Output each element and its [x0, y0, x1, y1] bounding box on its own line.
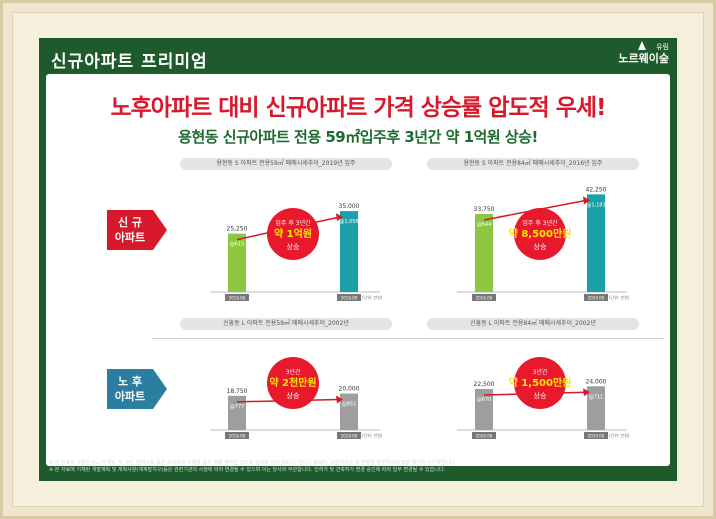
- bubble-line3: 상승: [287, 391, 300, 400]
- unit-label: (단위: 만원): [609, 294, 630, 300]
- headline: 노후아파트 대비 신규아파트 가격 상승률 압도적 우세!: [110, 95, 606, 121]
- highlight-bubble: [267, 357, 319, 409]
- tag-new-line2: 아파트: [114, 231, 146, 244]
- unit-label: (단위: 만원): [609, 432, 630, 438]
- date-label: 2016.06: [229, 434, 246, 439]
- tag-old-apartment: 노 후 아파트: [107, 369, 167, 409]
- arrow-head: [336, 395, 343, 404]
- chart-title: 용현동 S 아파트 전용59㎡ 매매시세추이_2019년 입주: [180, 158, 392, 170]
- date-chip: [472, 294, 496, 301]
- tag-new-apartment: 신 규 아파트: [107, 210, 167, 250]
- bar: [340, 211, 358, 292]
- chart-svg: 18,750 @777 2016.06 20,000 @851 2019.09 (단위: 만…: [210, 357, 383, 439]
- bar: [228, 233, 246, 292]
- tag-new-line1: 신 규: [117, 216, 143, 229]
- value-label: 33,750: [474, 206, 495, 213]
- bubble-line2: 약 2천만원: [269, 376, 316, 389]
- date-chip: [225, 294, 249, 301]
- tree-icon: [638, 41, 646, 50]
- value-label: 24,000: [586, 378, 607, 385]
- date-chip: [584, 432, 608, 439]
- chart-s-84: 용현동 S 아파트 전용84㎡ 매매시세추이_2016년 입주 33,750 @5…: [427, 158, 639, 306]
- bar: [475, 214, 493, 292]
- chart-l-84: 신흥동 L 아파트 전용84㎡ 매매시세추이_2002년 22,500 @670 2…: [427, 318, 639, 444]
- chart-l-59: 신흥동 L 아파트 전용59㎡ 매매시세추이_2002년 18,750 @777 2…: [180, 318, 392, 444]
- chart-title: 신흥동 L 아파트 전용59㎡ 매매시세추이_2002년: [180, 318, 392, 330]
- date-chip: [584, 294, 608, 301]
- arrow-head: [583, 388, 590, 397]
- bubble-line1: 3년간: [286, 368, 301, 376]
- value-label: 22,500: [474, 381, 495, 388]
- content-panel: 노후아파트 대비 신규아파트 가격 상승률 압도적 우세! 용현동 신규아파트 …: [46, 74, 670, 466]
- bar: [228, 395, 246, 430]
- date-chip: [337, 432, 361, 439]
- date-label: 2016.06: [476, 434, 493, 439]
- unit-label: (단위: 만원): [362, 294, 383, 300]
- chart-svg: 33,750 @544 2016.06 42,250 @1,181 2019.09 (단위:…: [457, 186, 630, 301]
- tag-old-line1: 노 후: [117, 375, 143, 388]
- unit-price-label: @615: [230, 242, 245, 248]
- unit-price-label: @670: [477, 397, 492, 403]
- unit-price-label: @1,181: [586, 202, 605, 208]
- arrow-head: [336, 213, 343, 222]
- subline: 용현동 신규아파트 전용 59㎡입주후 3년간 약 1억원 상승!: [178, 128, 538, 146]
- brand-logo: 유림 노르웨이숲: [605, 41, 669, 69]
- highlight-bubble: [514, 208, 566, 260]
- bubble-line2: 약 1억원: [274, 227, 312, 240]
- date-label: 2016.06: [476, 296, 493, 301]
- date-label: 2019.09: [588, 296, 605, 301]
- chart-title: 용현동 S 아파트 전용84㎡ 매매시세추이_2016년 입주: [427, 158, 639, 170]
- date-label: 2019.09: [588, 434, 605, 439]
- highlight-bubble: [514, 357, 566, 409]
- unit-price-label: @777: [230, 404, 245, 410]
- bubble-line1: 입주 후 3년간: [275, 219, 311, 227]
- unit-price-label: @544: [477, 222, 492, 228]
- value-label: 20,000: [339, 386, 360, 393]
- bar: [340, 393, 358, 430]
- bubble-line1: 입주 후 3년간: [522, 219, 558, 227]
- chart-svg: 22,500 @670 2016.06 24,000 @711 2019.09 (단위: 만…: [457, 357, 630, 439]
- chart-s-59: 용현동 S 아파트 전용59㎡ 매매시세추이_2019년 입주 25,250 @6…: [180, 158, 392, 306]
- bar: [475, 389, 493, 430]
- footnote-2: ※ 본 자료에 기재된 개발계획 및 계획사항(계계발지구)등은 관련기관의 사…: [49, 467, 446, 473]
- value-label: 42,250: [586, 186, 607, 193]
- arrow-head: [583, 196, 590, 205]
- date-chip: [225, 432, 249, 439]
- value-label: 35,000: [339, 203, 360, 210]
- brand-name: 노르웨이숲: [618, 52, 669, 65]
- highlight-bubble: [267, 208, 319, 260]
- bubble-line1: 3년간: [533, 368, 548, 376]
- bubble-line3: 상승: [287, 242, 300, 251]
- value-label: 25,250: [227, 226, 248, 233]
- chart-svg: 25,250 @615 2019.06 35,000 @1,056 2019.09 (단위:…: [210, 203, 383, 301]
- bar: [587, 386, 605, 430]
- date-label: 2019.06: [229, 296, 246, 301]
- unit-label: (단위: 만원): [362, 432, 383, 438]
- unit-price-label: @1,056: [339, 219, 358, 225]
- date-chip: [472, 432, 496, 439]
- date-chip: [337, 294, 361, 301]
- bubble-line2: 약 1,500만원: [509, 376, 572, 389]
- brand-sub: 유림: [656, 43, 669, 51]
- footnote-1: ※ 본 자료의 사용된 CG,지 역도 및 사진, 일러스트 등은 소비자의 이…: [49, 460, 457, 466]
- bar: [587, 194, 605, 292]
- date-label: 2019.09: [341, 296, 358, 301]
- section-divider: [152, 338, 664, 339]
- value-label: 18,750: [227, 388, 248, 395]
- tag-old-line2: 아파트: [114, 390, 146, 403]
- unit-price-label: @851: [342, 402, 357, 408]
- bubble-line2: 약 8,500만원: [509, 227, 572, 240]
- date-label: 2019.09: [341, 434, 358, 439]
- unit-price-label: @711: [589, 394, 604, 400]
- chart-title: 신흥동 L 아파트 전용84㎡ 매매시세추이_2002년: [427, 318, 639, 330]
- bubble-line3: 상승: [534, 391, 547, 400]
- page-title: 신규아파트 프리미엄: [51, 52, 208, 72]
- bubble-line3: 상승: [534, 242, 547, 251]
- green-board: 신규아파트 프리미엄 유림 노르웨이숲 노후아파트 대비 신규아파트 가격 상승…: [39, 38, 677, 481]
